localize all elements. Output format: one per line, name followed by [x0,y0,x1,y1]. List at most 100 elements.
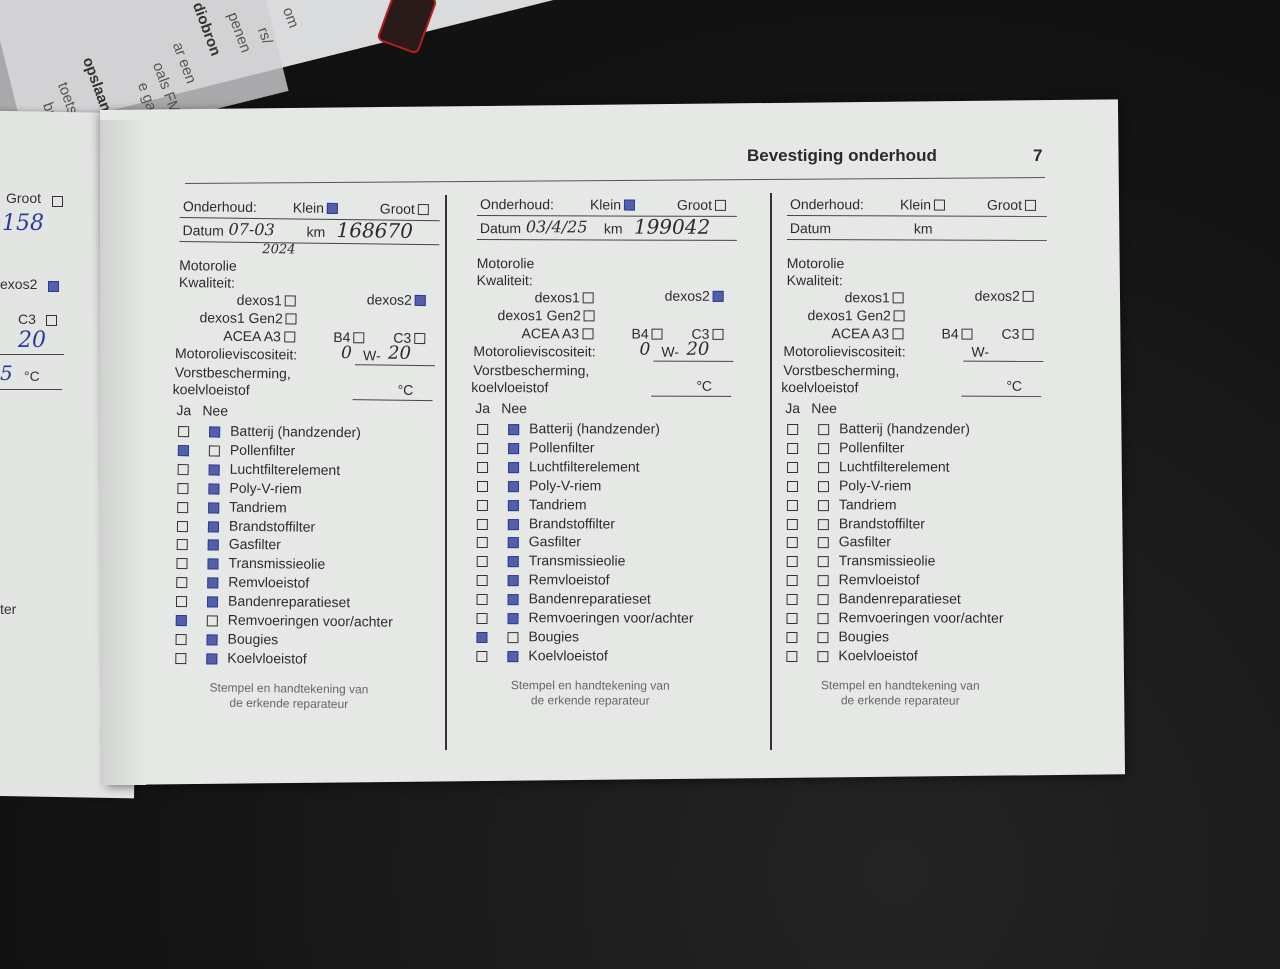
nee-checkbox[interactable] [507,594,519,606]
ja-checkbox[interactable] [177,463,189,475]
dexos1-gen2-checkbox[interactable] [583,310,595,322]
visc-prefix-value[interactable]: 0 [639,339,651,360]
ja-checkbox[interactable] [477,461,489,473]
nee-checkbox[interactable] [817,556,829,568]
acea-a3-checkbox[interactable] [892,328,904,340]
klein-checkbox[interactable] [624,199,636,211]
nee-checkbox[interactable] [507,575,519,587]
nee-checkbox[interactable] [208,464,220,476]
nee-checkbox[interactable] [207,558,219,570]
c3-checkbox[interactable] [712,328,724,340]
ja-checkbox[interactable] [786,650,798,662]
ja-checkbox[interactable] [476,480,488,492]
ja-checkbox[interactable] [476,537,488,549]
ja-checkbox[interactable] [178,426,190,438]
nee-checkbox[interactable] [208,483,220,495]
nee-checkbox[interactable] [206,634,218,646]
nee-checkbox[interactable] [508,461,520,473]
nee-checkbox[interactable] [818,443,830,455]
ja-checkbox[interactable] [476,499,488,511]
ja-checkbox[interactable] [176,520,189,532]
dexos1-gen2-checkbox[interactable] [285,313,297,325]
nee-checkbox[interactable] [817,632,829,644]
nee-checkbox[interactable] [817,480,829,492]
km-value[interactable]: 199042 [633,214,711,239]
datum-value[interactable]: 07-03 [228,219,275,240]
ja-checkbox[interactable] [476,613,488,625]
ja-checkbox[interactable] [476,594,488,606]
dexos1-checkbox[interactable] [582,292,594,304]
nee-checkbox[interactable] [507,632,519,644]
groot-checkbox[interactable] [1024,199,1036,211]
nee-checkbox[interactable] [508,443,520,455]
nee-checkbox[interactable] [206,615,218,627]
nee-checkbox[interactable] [817,650,829,662]
dexos1-checkbox[interactable] [892,292,904,304]
ja-checkbox[interactable] [176,539,188,551]
ja-checkbox[interactable] [476,650,488,662]
ja-checkbox[interactable] [477,442,489,454]
ja-checkbox[interactable] [786,631,798,643]
nee-checkbox[interactable] [206,653,218,665]
visc-suffix-value[interactable]: 20 [387,342,412,364]
acea-a3-checkbox[interactable] [582,328,594,340]
nee-checkbox[interactable] [817,613,829,625]
km-value[interactable]: 168670 [336,217,414,243]
dexos1-gen2-checkbox[interactable] [893,310,905,322]
nee-checkbox[interactable] [818,424,830,436]
nee-checkbox[interactable] [817,594,829,606]
groot-checkbox[interactable] [417,203,429,215]
klein-checkbox[interactable] [326,202,339,214]
ja-checkbox[interactable] [176,577,188,589]
ja-checkbox[interactable] [175,633,187,646]
groot-checkbox[interactable] [714,199,726,211]
nee-checkbox[interactable] [507,613,519,625]
ja-checkbox[interactable] [177,444,189,457]
visc-prefix-value[interactable]: 0 [340,343,353,364]
dexos2-checkbox[interactable] [414,294,426,306]
b4-checkbox[interactable] [651,328,663,340]
ja-checkbox[interactable] [175,652,187,664]
nee-checkbox[interactable] [817,518,829,530]
nee-checkbox[interactable] [817,537,829,549]
dexos1-checkbox[interactable] [284,295,296,307]
ja-checkbox[interactable] [177,501,189,513]
ja-checkbox[interactable] [476,575,488,587]
ja-checkbox[interactable] [476,631,488,643]
nee-checkbox[interactable] [507,518,519,530]
ja-checkbox[interactable] [476,518,488,530]
dexos2-checkbox[interactable] [712,290,724,302]
nee-checkbox[interactable] [507,480,519,492]
ja-checkbox[interactable] [786,594,798,606]
nee-checkbox[interactable] [507,499,519,511]
nee-checkbox[interactable] [817,575,829,587]
nee-checkbox[interactable] [208,445,220,457]
nee-checkbox[interactable] [207,577,219,589]
ja-checkbox[interactable] [786,575,798,587]
nee-checkbox[interactable] [208,502,220,514]
ja-checkbox[interactable] [476,556,488,568]
nee-checkbox[interactable] [818,461,830,473]
ja-checkbox[interactable] [175,596,188,608]
b4-checkbox[interactable] [961,328,973,340]
nee-checkbox[interactable] [209,426,221,438]
nee-checkbox[interactable] [507,537,519,549]
ja-checkbox[interactable] [786,499,798,511]
ja-checkbox[interactable] [176,558,188,570]
nee-checkbox[interactable] [507,556,519,568]
datum-value[interactable]: 03/4/25 [525,217,588,237]
ja-checkbox[interactable] [786,613,798,625]
nee-checkbox[interactable] [207,520,220,533]
ja-checkbox[interactable] [177,482,189,494]
nee-checkbox[interactable] [508,424,520,436]
ja-checkbox[interactable] [175,615,187,627]
ja-checkbox[interactable] [786,556,798,568]
ja-checkbox[interactable] [786,537,798,549]
c3-checkbox[interactable] [1022,328,1034,340]
acea-a3-checkbox[interactable] [283,331,295,343]
nee-checkbox[interactable] [507,650,519,662]
visc-suffix-value[interactable]: 20 [686,338,710,360]
ja-checkbox[interactable] [787,461,799,473]
ja-checkbox[interactable] [786,480,798,492]
nee-checkbox[interactable] [206,596,219,608]
